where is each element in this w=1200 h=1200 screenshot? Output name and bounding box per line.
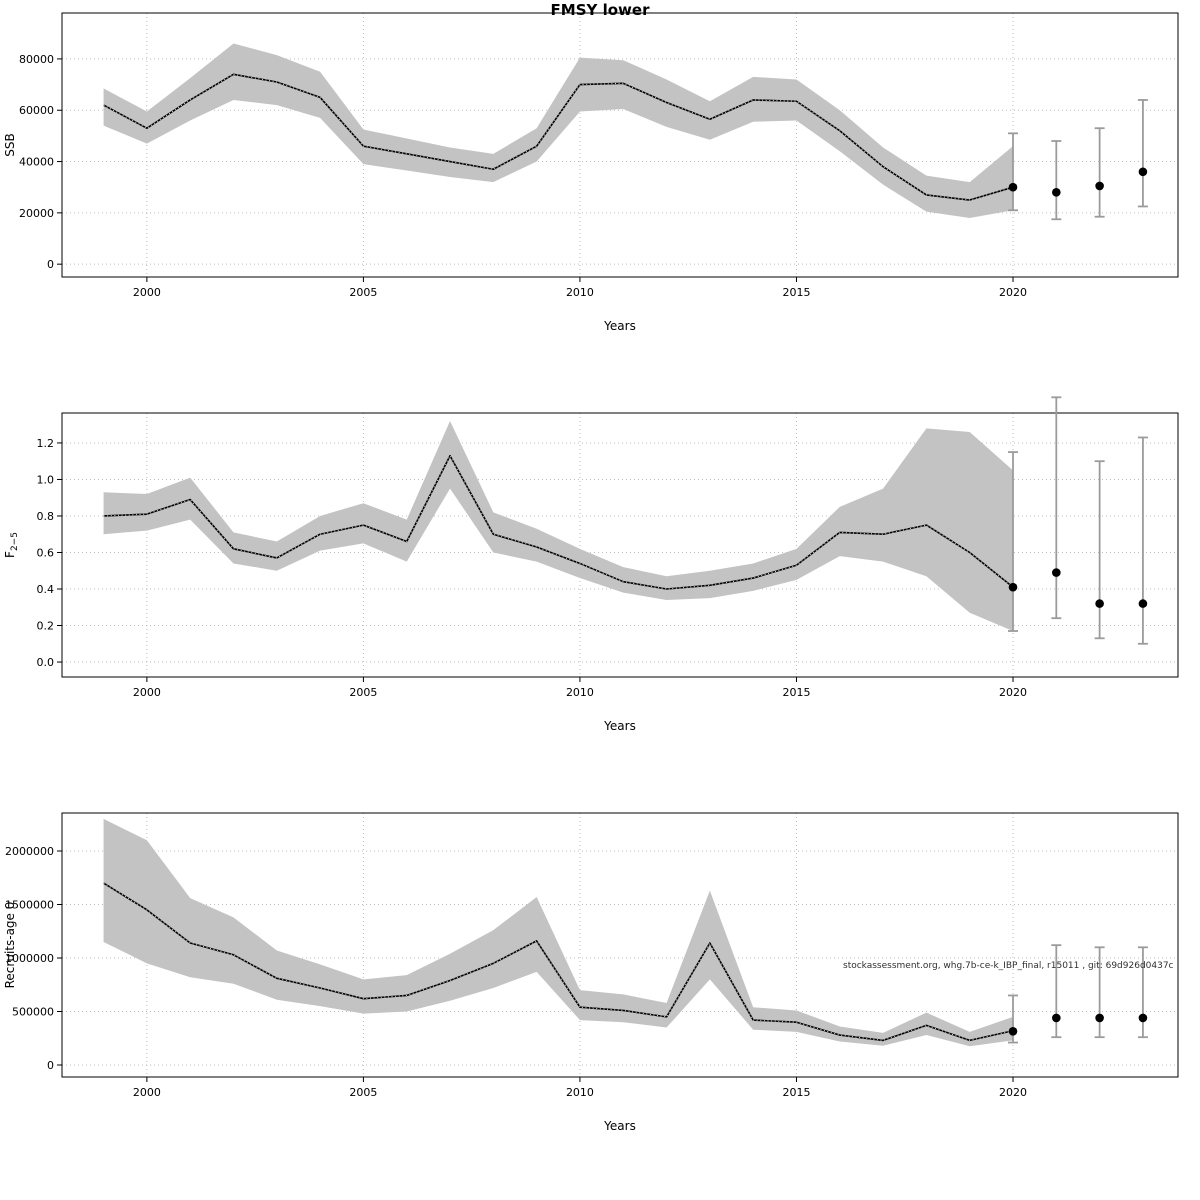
y-tick-label: 20000 [19, 207, 54, 220]
y-tick-label: 500000 [12, 1006, 54, 1019]
forecast-point [1008, 582, 1018, 592]
y-tick-label: 0.8 [37, 510, 55, 523]
x-axis-title: Years [603, 1119, 636, 1133]
x-tick-label: 2020 [999, 1086, 1027, 1099]
x-tick-label: 2000 [133, 686, 161, 699]
y-tick-label: 0.2 [37, 620, 55, 633]
y-tick-label: 2000000 [5, 845, 54, 858]
x-tick-label: 2020 [999, 286, 1027, 299]
plot-border [61, 812, 1179, 1078]
confidence-band [103, 818, 1013, 1047]
y-tick-label: 1.2 [37, 437, 55, 450]
forecast-point [1008, 182, 1018, 192]
forecast-point [1008, 1027, 1018, 1036]
x-tick-label: 2010 [566, 1086, 594, 1099]
fishing-mortality-chart: 2000 2005 2010 2015 2020 0.0 0.2 0.4 0.6 0.8 1.0 1.… [3, 396, 1179, 733]
confidence-band [103, 43, 1013, 218]
x-tick-label: 2005 [349, 686, 377, 699]
y-tick-label: 0 [47, 1059, 54, 1072]
x-tick-label: 2020 [999, 686, 1027, 699]
y-tick-label: 0.6 [37, 546, 55, 559]
forecast-point [1138, 1013, 1148, 1023]
x-tick-label: 2000 [133, 1086, 161, 1099]
source-annotation: stockassessment.org, whg.7b-ce-k_IBP_fin… [843, 961, 1174, 971]
forecast-point [1095, 599, 1104, 608]
x-tick-label: 2005 [349, 286, 377, 299]
y-tick-label: 1.0 [37, 473, 55, 486]
y-axis-title: F2−5 [3, 532, 20, 558]
y-tick-label: 1000000 [5, 952, 54, 965]
y-tick-label: 40000 [19, 156, 54, 169]
forecast-point [1052, 568, 1061, 577]
estimate-line-dots [103, 73, 1014, 201]
plot-border [61, 12, 1179, 278]
y-axis-title: SSB [3, 133, 17, 156]
forecast-point [1052, 1013, 1061, 1023]
x-axis-title: Years [603, 319, 636, 333]
confidence-band [103, 421, 1013, 631]
y-tick-label: 1500000 [5, 899, 54, 912]
recruitment-chart: 2000 2005 2010 2015 2020 0 500000 1000000 150000… [3, 812, 1179, 1133]
figure-title: FMSY lower [550, 1, 650, 19]
forecast-point [1052, 188, 1061, 197]
y-tick-label: 80000 [19, 53, 54, 66]
ssb-chart: 2000 2005 2010 2015 2020 0 20000 40000 60000 8000… [3, 12, 1179, 333]
y-tick-label: 60000 [19, 104, 54, 117]
x-tick-label: 2000 [133, 286, 161, 299]
x-axis-title: Years [603, 719, 636, 733]
x-tick-label: 2010 [566, 686, 594, 699]
x-tick-label: 2005 [349, 1086, 377, 1099]
plot-border [61, 412, 1179, 678]
forecast-point [1138, 167, 1148, 177]
y-tick-label: 0.4 [37, 583, 55, 596]
forecast-point [1095, 181, 1104, 191]
y-tick-label: 0 [47, 258, 54, 271]
x-tick-label: 2015 [782, 686, 810, 699]
forecast-point [1095, 1013, 1104, 1023]
x-tick-label: 2015 [782, 1086, 810, 1099]
estimate-line-dots [103, 454, 1014, 590]
y-tick-label: 0.0 [37, 656, 55, 669]
x-tick-label: 2015 [782, 286, 810, 299]
estimate-line [103, 882, 1014, 1042]
y-axis-title: Recruits-age 0 [3, 902, 17, 989]
x-tick-label: 2010 [566, 286, 594, 299]
forecast-point [1138, 599, 1148, 608]
